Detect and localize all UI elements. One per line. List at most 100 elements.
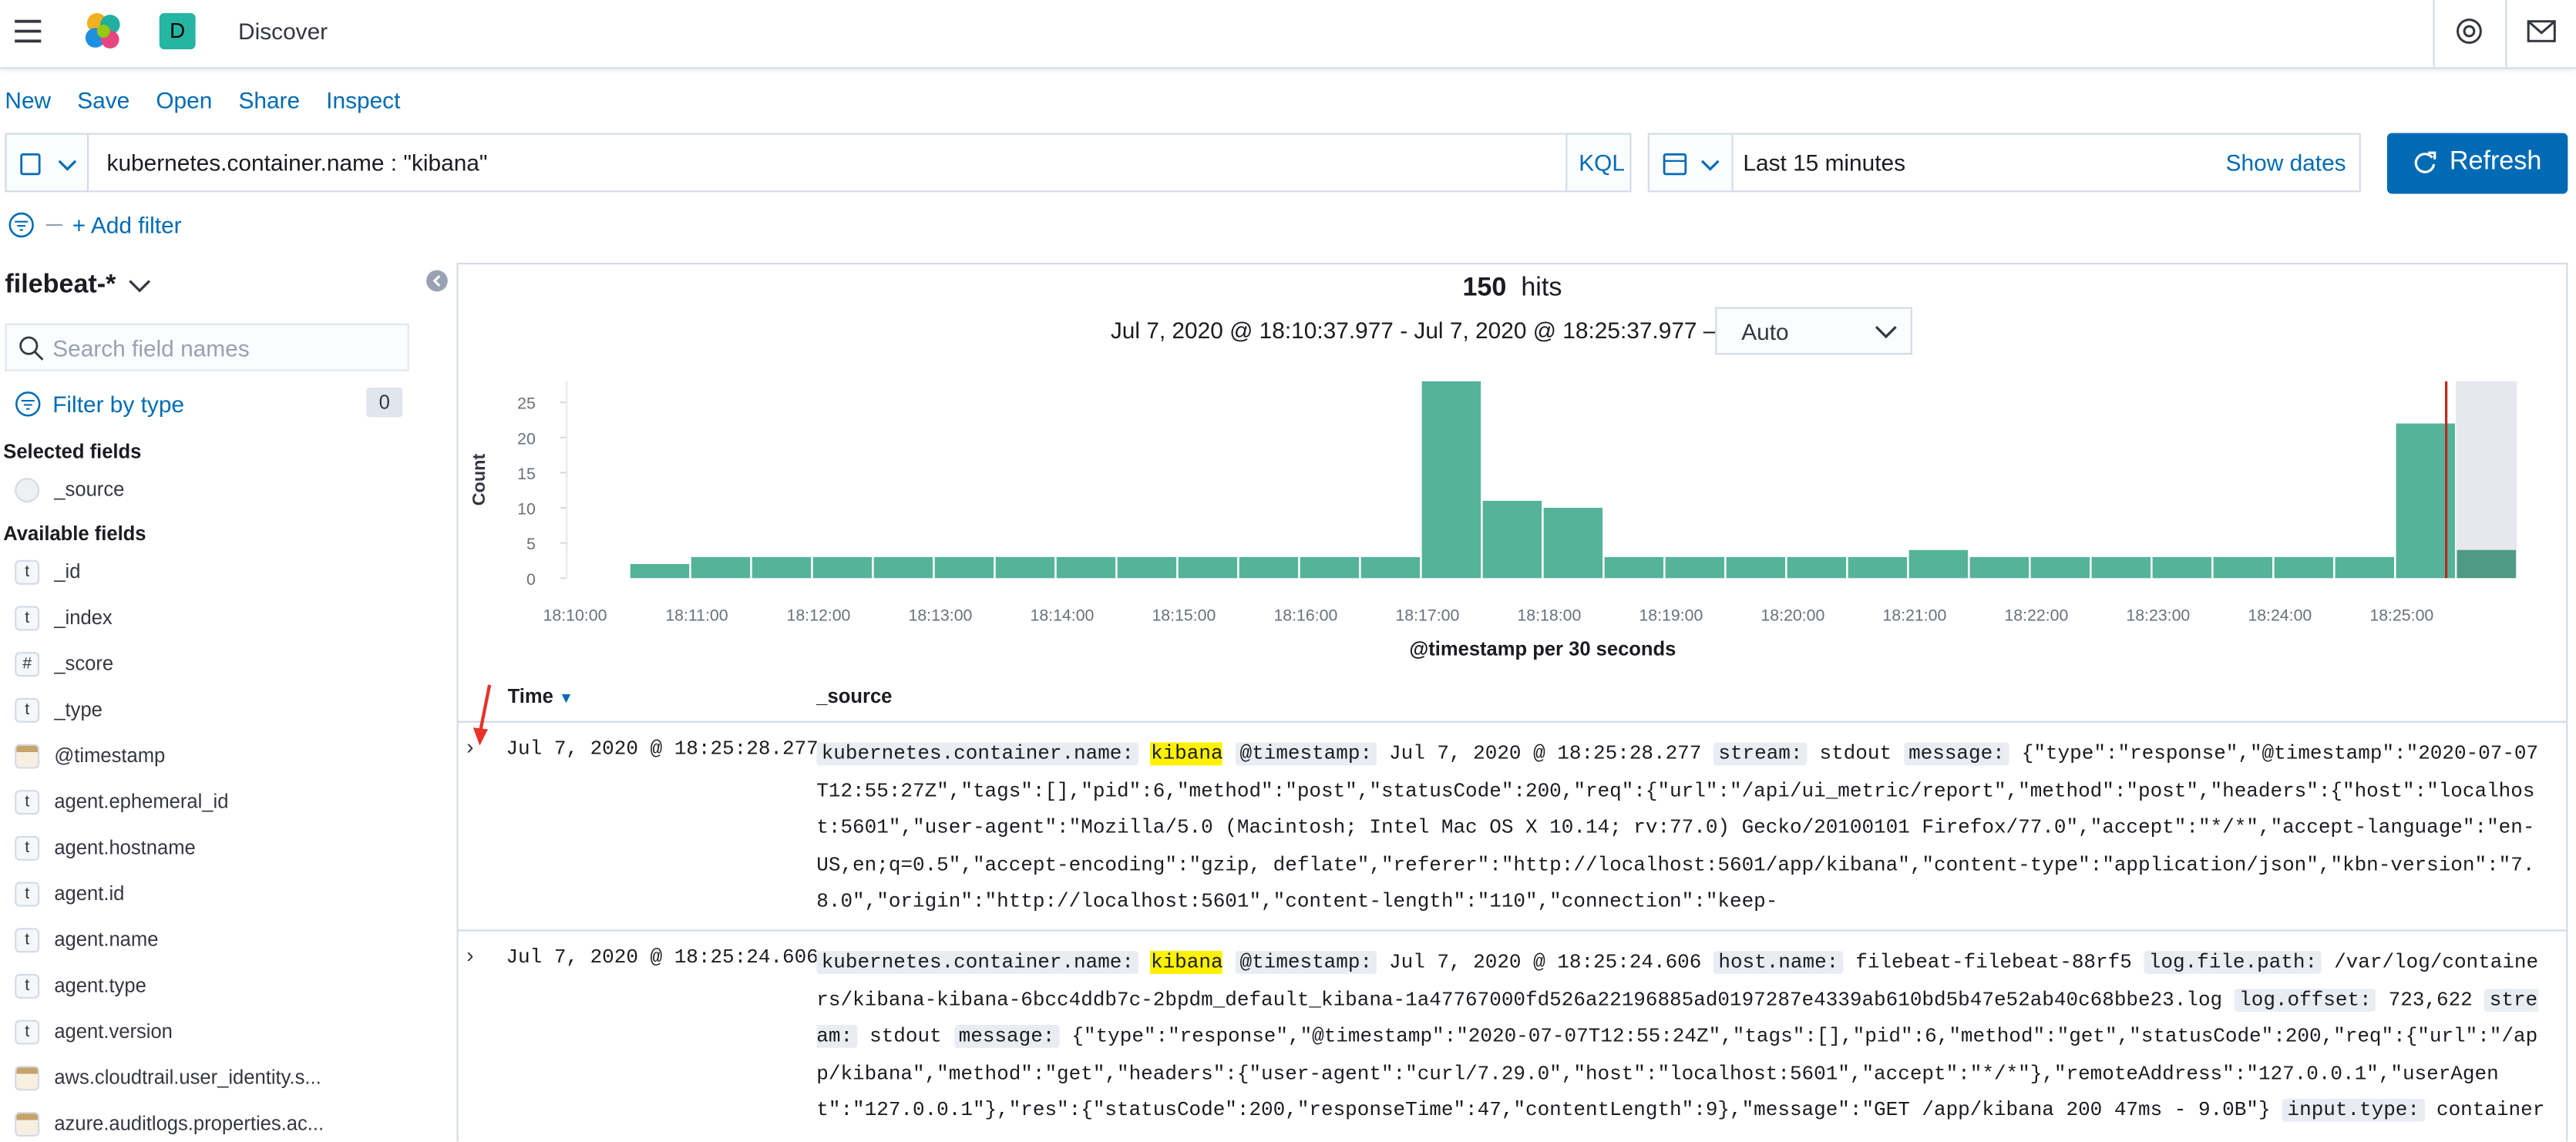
field-value: filebeat-filebeat-88rf5 bbox=[1855, 951, 2132, 974]
field-item[interactable]: t agent.ephemeral_id bbox=[0, 785, 411, 821]
field-search[interactable]: Search field names bbox=[5, 323, 409, 371]
field-name: _id bbox=[54, 559, 81, 583]
field-key: message: bbox=[1903, 742, 2010, 766]
query-input[interactable]: kubernetes.container.name : "kibana" bbox=[86, 134, 1568, 191]
x-tick-label: 18:23:00 bbox=[2126, 606, 2190, 625]
field-name: aws.cloudtrail.user_identity.s... bbox=[54, 1066, 321, 1090]
field-key: kubernetes.container.name: bbox=[816, 951, 1139, 974]
field-item[interactable]: @timestamp bbox=[0, 739, 411, 775]
field-item[interactable]: # _score bbox=[0, 647, 411, 684]
field-value: {"type":"response","@timestamp":"2020-07… bbox=[816, 1024, 2538, 1122]
field-value: 723,622 bbox=[2388, 988, 2473, 1011]
chevron[interactable] bbox=[128, 277, 151, 294]
field-item[interactable]: t _index bbox=[0, 601, 411, 637]
field-item[interactable]: t _id bbox=[0, 555, 411, 591]
field-item[interactable]: t agent.type bbox=[0, 969, 411, 1006]
bar bbox=[1421, 381, 1481, 579]
expand-toggle[interactable]: › bbox=[466, 942, 474, 968]
mail-icon[interactable] bbox=[2527, 18, 2556, 44]
field-name: agent.hostname bbox=[54, 835, 196, 859]
time-column[interactable]: Time ▼ bbox=[508, 685, 573, 708]
x-tick-label: 18:12:00 bbox=[787, 606, 851, 625]
field-item[interactable]: t agent.hostname bbox=[0, 831, 411, 867]
menu-item[interactable]: Inspect bbox=[326, 86, 401, 114]
column-label: Time bbox=[507, 684, 553, 708]
field-value: kibana bbox=[1150, 951, 1223, 974]
field-name: agent.ephemeral_id bbox=[54, 790, 229, 814]
field-item[interactable]: aws.cloudtrail.user_identity.s... bbox=[0, 1061, 411, 1097]
field-value: container bbox=[2436, 1098, 2545, 1122]
sort-arrow: ▼ bbox=[558, 690, 573, 707]
field-item[interactable]: _source bbox=[0, 473, 411, 509]
collapse-sidebar[interactable] bbox=[425, 270, 449, 293]
time-range[interactable]: Last 15 minutes bbox=[1743, 149, 1906, 176]
bar bbox=[995, 556, 1055, 579]
field-item[interactable]: azure.auditlogs.properties.ac... bbox=[0, 1107, 411, 1142]
field-name: @timestamp bbox=[54, 744, 166, 767]
separator bbox=[2505, 0, 2507, 68]
field-key: host.name: bbox=[1713, 951, 1844, 974]
field-item[interactable]: t agent.id bbox=[0, 877, 411, 913]
space-badge[interactable]: D bbox=[159, 13, 196, 49]
sidebar: filebeat-* Search field names Filter by … bbox=[0, 263, 427, 1141]
elastic-logo[interactable] bbox=[82, 10, 125, 52]
bar bbox=[1604, 556, 1664, 579]
x-tick-label: 18:11:00 bbox=[665, 606, 728, 625]
filter-by-type[interactable]: Filter by type bbox=[52, 391, 185, 418]
top-menu: New Save Open Share Inspect bbox=[5, 87, 426, 113]
kql-toggle[interactable]: KQL bbox=[1579, 149, 1625, 176]
bar bbox=[934, 556, 994, 579]
field-key: log.file.path: bbox=[2144, 951, 2322, 974]
y-tick-label: 0 bbox=[526, 570, 536, 589]
x-tick-label: 18:22:00 bbox=[2004, 606, 2068, 625]
field-type-icon: t bbox=[15, 882, 40, 907]
hits-label: hits bbox=[1521, 274, 1562, 303]
field-value: Jul 7, 2020 @ 18:25:24.606 bbox=[1389, 951, 1702, 974]
field-value: stdout bbox=[869, 1024, 942, 1048]
field-key: input.type: bbox=[2282, 1098, 2425, 1122]
quick-menu[interactable] bbox=[1649, 134, 1734, 191]
add-filter[interactable]: + Add filter bbox=[72, 211, 182, 239]
field-item[interactable]: t agent.version bbox=[0, 1015, 411, 1051]
menu-icon[interactable] bbox=[13, 16, 42, 45]
x-tick-label: 18:20:00 bbox=[1760, 606, 1824, 625]
field-name: _index bbox=[54, 606, 113, 630]
selected-fields-title: Selected fields bbox=[3, 440, 142, 464]
y-tick-label: 25 bbox=[517, 395, 536, 413]
interval-select[interactable]: Auto bbox=[1715, 307, 1912, 355]
show-dates[interactable]: Show dates bbox=[2225, 149, 2346, 176]
row-time: Jul 7, 2020 @ 18:25:24.606 bbox=[506, 946, 819, 969]
calendar-icon bbox=[1663, 153, 1720, 176]
saved-query-button[interactable] bbox=[20, 151, 79, 177]
histogram: 0 5 10 15 20 25 Count 18:10:00 18:11:00 18:12:00 1… bbox=[469, 381, 2517, 660]
field-key: stream: bbox=[1713, 742, 1808, 766]
bar bbox=[1117, 556, 1177, 579]
filter-icon[interactable] bbox=[8, 212, 68, 238]
menu-item[interactable]: Share bbox=[238, 86, 301, 114]
menu-item[interactable]: Open bbox=[156, 86, 213, 114]
bar bbox=[873, 556, 933, 579]
field-item[interactable]: t agent.name bbox=[0, 923, 411, 959]
refresh-icon bbox=[2414, 151, 2436, 173]
field-type-icon: t bbox=[15, 697, 40, 723]
index-pattern[interactable]: filebeat-* bbox=[5, 270, 116, 299]
help-icon[interactable] bbox=[2454, 16, 2484, 45]
field-item[interactable]: t _type bbox=[0, 693, 411, 729]
bar bbox=[1056, 556, 1116, 579]
field-value: kibana bbox=[1150, 742, 1223, 766]
expand-toggle[interactable]: › bbox=[466, 734, 474, 759]
row-border bbox=[456, 720, 2568, 723]
bar bbox=[1360, 556, 1421, 579]
field-key: kubernetes.container.name: bbox=[816, 742, 1139, 766]
x-tick-label: 18:25:00 bbox=[2369, 606, 2433, 625]
field-type-icon bbox=[15, 478, 40, 503]
refresh-button[interactable]: Refresh bbox=[2386, 133, 2568, 194]
menu-item[interactable]: New bbox=[5, 86, 52, 114]
field-key: message: bbox=[953, 1024, 1060, 1048]
field-name: azure.auditlogs.properties.ac... bbox=[54, 1111, 325, 1135]
menu-item[interactable]: Save bbox=[77, 86, 130, 114]
query-bar: kubernetes.container.name : "kibana" KQL bbox=[5, 133, 1632, 193]
field-key: @timestamp: bbox=[1235, 951, 1377, 974]
query-text: kubernetes.container.name : "kibana" bbox=[106, 149, 488, 176]
source-column: _source bbox=[816, 684, 893, 708]
